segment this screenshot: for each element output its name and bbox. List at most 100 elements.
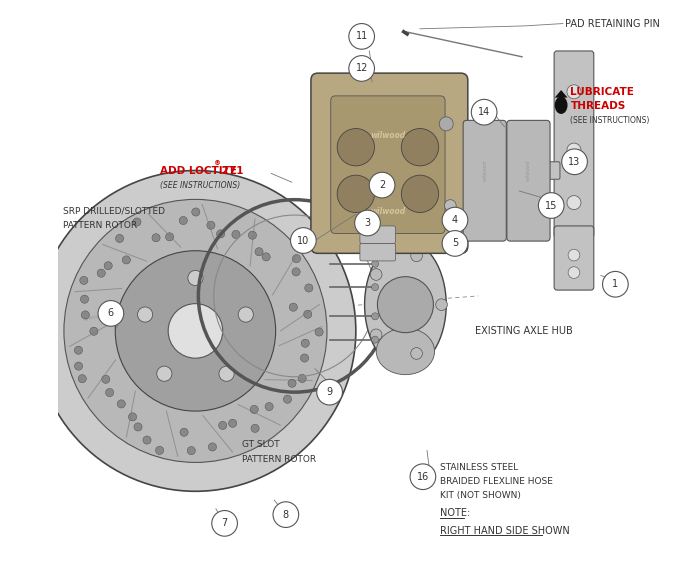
- Ellipse shape: [376, 328, 435, 374]
- Circle shape: [290, 228, 316, 253]
- Circle shape: [567, 143, 581, 157]
- Text: ®: ®: [214, 161, 221, 166]
- Circle shape: [250, 406, 258, 414]
- Circle shape: [439, 117, 453, 131]
- FancyBboxPatch shape: [507, 120, 550, 241]
- Text: 5: 5: [452, 239, 458, 248]
- Circle shape: [62, 294, 130, 362]
- Text: wilwood: wilwood: [526, 160, 531, 181]
- Text: KIT (NOT SHOWN): KIT (NOT SHOWN): [440, 492, 522, 500]
- Text: (SEE INSTRUCTIONS): (SEE INSTRUCTIONS): [570, 117, 650, 125]
- Circle shape: [152, 234, 160, 242]
- Circle shape: [90, 327, 98, 335]
- Circle shape: [349, 23, 375, 49]
- Text: EXISTING AXLE HUB: EXISTING AXLE HUB: [475, 326, 573, 336]
- Circle shape: [567, 196, 581, 210]
- Circle shape: [292, 268, 300, 276]
- Circle shape: [401, 175, 439, 213]
- Circle shape: [187, 447, 195, 455]
- Text: SRP DRILLED/SLOTTED: SRP DRILLED/SLOTTED: [63, 207, 165, 216]
- Circle shape: [122, 256, 130, 264]
- Circle shape: [471, 100, 497, 125]
- Circle shape: [293, 254, 300, 263]
- Circle shape: [410, 464, 435, 489]
- Text: STAINLESS STEEL: STAINLESS STEEL: [440, 464, 519, 472]
- Text: wilwood: wilwood: [482, 160, 487, 181]
- Circle shape: [212, 510, 237, 536]
- Text: 6: 6: [108, 308, 114, 318]
- FancyBboxPatch shape: [554, 226, 594, 290]
- Circle shape: [54, 301, 63, 311]
- Text: RIGHT HAND SIDE SHOWN: RIGHT HAND SIDE SHOWN: [440, 526, 570, 536]
- Circle shape: [137, 307, 153, 322]
- Circle shape: [377, 277, 433, 333]
- Text: 2: 2: [379, 180, 385, 190]
- Circle shape: [180, 428, 188, 437]
- Circle shape: [54, 345, 63, 355]
- Ellipse shape: [365, 240, 446, 369]
- Circle shape: [370, 329, 382, 340]
- Circle shape: [372, 313, 379, 320]
- Text: 9: 9: [326, 387, 332, 397]
- Circle shape: [168, 304, 223, 358]
- Circle shape: [92, 280, 101, 289]
- Circle shape: [44, 275, 149, 380]
- Text: THREADS: THREADS: [570, 101, 626, 111]
- Circle shape: [304, 284, 313, 292]
- Circle shape: [444, 214, 456, 226]
- Circle shape: [218, 421, 227, 430]
- Circle shape: [81, 311, 90, 319]
- Text: 16: 16: [416, 472, 429, 482]
- Circle shape: [64, 199, 327, 462]
- Circle shape: [288, 379, 296, 387]
- Circle shape: [216, 230, 225, 238]
- Text: 11: 11: [356, 32, 368, 42]
- FancyBboxPatch shape: [514, 162, 560, 179]
- Circle shape: [143, 436, 151, 444]
- Circle shape: [134, 423, 142, 431]
- Circle shape: [122, 229, 315, 421]
- Circle shape: [401, 128, 439, 166]
- Circle shape: [129, 413, 137, 421]
- Circle shape: [35, 171, 356, 491]
- FancyBboxPatch shape: [554, 51, 594, 237]
- Circle shape: [435, 299, 447, 311]
- Circle shape: [116, 234, 124, 243]
- Circle shape: [301, 339, 309, 347]
- Circle shape: [130, 345, 139, 355]
- Circle shape: [442, 207, 468, 233]
- Circle shape: [90, 197, 347, 454]
- Circle shape: [209, 443, 216, 451]
- Circle shape: [133, 218, 141, 226]
- Circle shape: [444, 200, 456, 212]
- Circle shape: [106, 389, 113, 397]
- Circle shape: [251, 424, 259, 432]
- Circle shape: [568, 267, 580, 278]
- FancyBboxPatch shape: [311, 73, 468, 253]
- Circle shape: [273, 502, 299, 527]
- Text: PATTERN ROTOR: PATTERN ROTOR: [63, 222, 137, 230]
- Circle shape: [248, 231, 256, 239]
- Circle shape: [78, 374, 86, 383]
- Circle shape: [116, 251, 276, 411]
- Circle shape: [117, 400, 125, 408]
- Circle shape: [349, 56, 375, 81]
- Circle shape: [206, 221, 215, 229]
- Circle shape: [102, 375, 110, 383]
- Circle shape: [179, 216, 188, 224]
- Circle shape: [370, 268, 382, 280]
- Circle shape: [304, 310, 312, 318]
- Circle shape: [442, 231, 468, 256]
- Circle shape: [317, 379, 342, 405]
- Text: wilwood: wilwood: [83, 313, 104, 322]
- Circle shape: [238, 307, 253, 322]
- Circle shape: [568, 249, 580, 261]
- Text: ADD LOCTITE: ADD LOCTITE: [160, 165, 237, 176]
- Circle shape: [337, 128, 374, 166]
- Circle shape: [255, 248, 263, 256]
- Circle shape: [369, 172, 395, 198]
- Circle shape: [265, 403, 273, 411]
- FancyBboxPatch shape: [463, 120, 506, 241]
- Text: GT SLOT: GT SLOT: [242, 440, 280, 449]
- Circle shape: [411, 347, 422, 359]
